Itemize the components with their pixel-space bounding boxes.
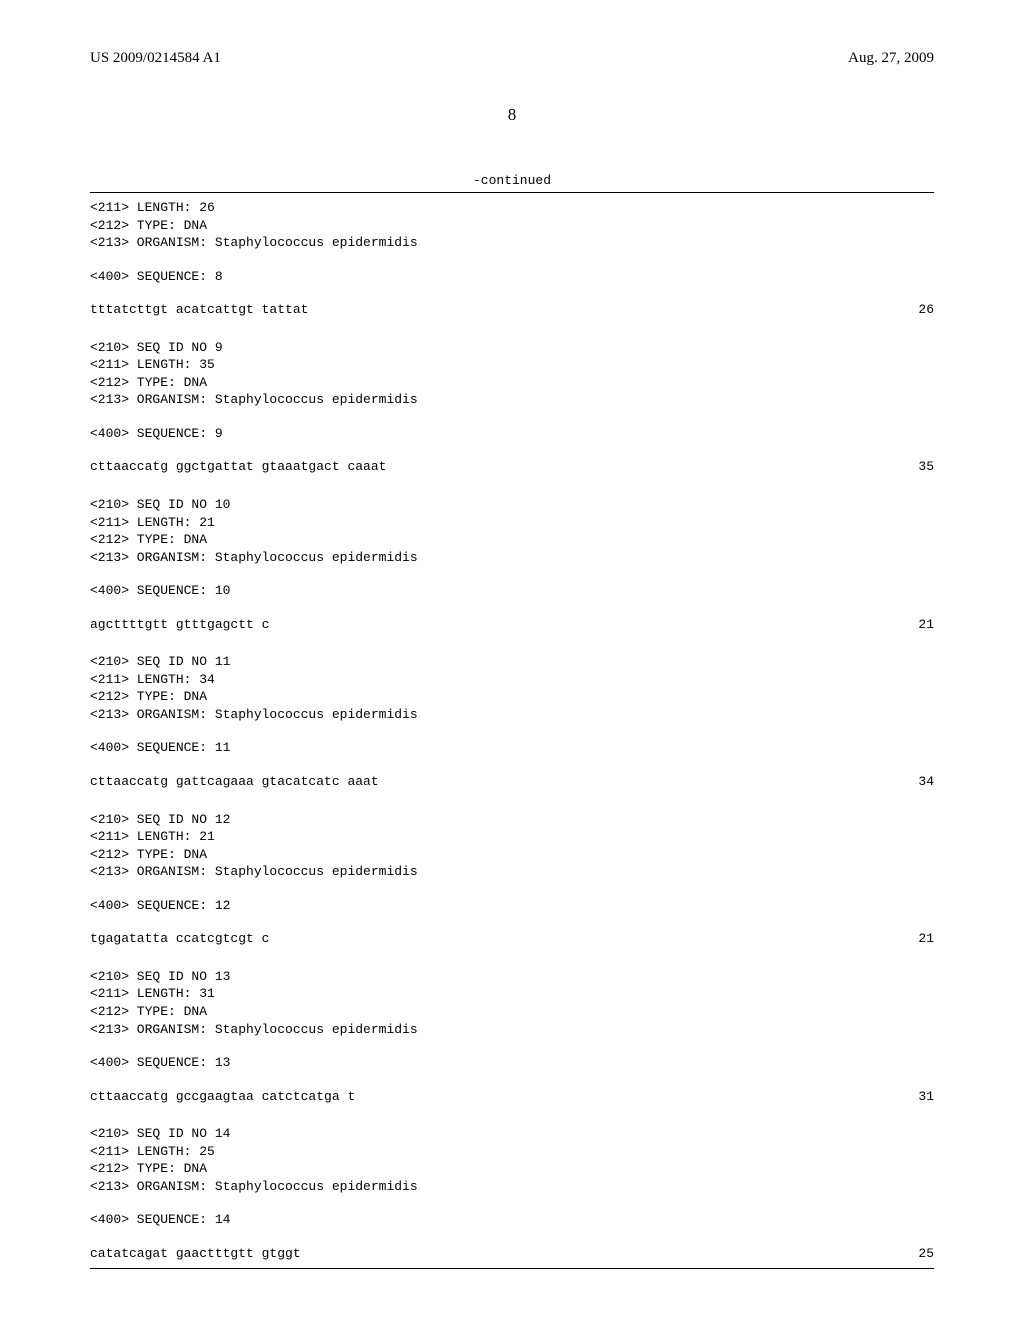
sequence-text: cttaaccatg ggctgattat gtaaatgact caaat	[90, 458, 386, 476]
publication-number: US 2009/0214584 A1	[90, 50, 221, 67]
sequence-length: 35	[918, 458, 934, 476]
sequence-row: cttaaccatg gccgaagtaa catctcatga t 31	[90, 1088, 934, 1106]
publication-date: Aug. 27, 2009	[848, 50, 934, 67]
sequence-length: 21	[918, 930, 934, 948]
sequence-meta-line: <212> TYPE: DNA	[90, 217, 934, 235]
sequence-length: 25	[918, 1245, 934, 1263]
sequence-meta-line: <211> LENGTH: 21	[90, 828, 934, 846]
sequence-listing: <211> LENGTH: 26<212> TYPE: DNA<213> ORG…	[90, 199, 934, 1262]
sequence-text: agcttttgtt gtttgagctt c	[90, 616, 269, 634]
sequence-row: cttaaccatg gattcagaaa gtacatcatc aaat 34	[90, 773, 934, 791]
sequence-meta-line: <213> ORGANISM: Staphylococcus epidermid…	[90, 863, 934, 881]
sequence-length: 21	[918, 616, 934, 634]
sequence-meta-line: <213> ORGANISM: Staphylococcus epidermid…	[90, 391, 934, 409]
sequence-meta-line: <211> LENGTH: 25	[90, 1143, 934, 1161]
sequence-meta-line: <213> ORGANISM: Staphylococcus epidermid…	[90, 706, 934, 724]
sequence-row: tttatcttgt acatcattgt tattat 26	[90, 301, 934, 319]
sequence-text: tttatcttgt acatcattgt tattat	[90, 301, 308, 319]
sequence-row: cttaaccatg ggctgattat gtaaatgact caaat 35	[90, 458, 934, 476]
sequence-meta-line: <212> TYPE: DNA	[90, 531, 934, 549]
sequence-meta-line: <212> TYPE: DNA	[90, 374, 934, 392]
sequence-meta-line: <211> LENGTH: 34	[90, 671, 934, 689]
sequence-row: agcttttgtt gtttgagctt c 21	[90, 616, 934, 634]
sequence-label: <400> SEQUENCE: 8	[90, 268, 934, 286]
sequence-meta-line: <213> ORGANISM: Staphylococcus epidermid…	[90, 1178, 934, 1196]
sequence-meta-line: <213> ORGANISM: Staphylococcus epidermid…	[90, 549, 934, 567]
sequence-label: <400> SEQUENCE: 14	[90, 1211, 934, 1229]
sequence-label: <400> SEQUENCE: 9	[90, 425, 934, 443]
sequence-meta-line: <212> TYPE: DNA	[90, 846, 934, 864]
sequence-text: catatcagat gaactttgtt gtggt	[90, 1245, 301, 1263]
sequence-row: tgagatatta ccatcgtcgt c 21	[90, 930, 934, 948]
sequence-length: 34	[918, 773, 934, 791]
sequence-entry: <210> SEQ ID NO 9<211> LENGTH: 35<212> T…	[90, 339, 934, 476]
page-container: US 2009/0214584 A1 Aug. 27, 2009 8 -cont…	[0, 0, 1024, 1320]
sequence-text: cttaaccatg gccgaagtaa catctcatga t	[90, 1088, 355, 1106]
sequence-meta-line: <211> LENGTH: 35	[90, 356, 934, 374]
sequence-meta-line: <210> SEQ ID NO 13	[90, 968, 934, 986]
sequence-meta-line: <210> SEQ ID NO 10	[90, 496, 934, 514]
top-rule	[90, 192, 934, 193]
sequence-meta-line: <213> ORGANISM: Staphylococcus epidermid…	[90, 234, 934, 252]
sequence-entry: <210> SEQ ID NO 11<211> LENGTH: 34<212> …	[90, 653, 934, 790]
sequence-entry: <211> LENGTH: 26<212> TYPE: DNA<213> ORG…	[90, 199, 934, 319]
sequence-meta-line: <212> TYPE: DNA	[90, 1160, 934, 1178]
sequence-label: <400> SEQUENCE: 13	[90, 1054, 934, 1072]
sequence-label: <400> SEQUENCE: 12	[90, 897, 934, 915]
sequence-entry: <210> SEQ ID NO 12<211> LENGTH: 21<212> …	[90, 811, 934, 948]
sequence-entry: <210> SEQ ID NO 14<211> LENGTH: 25<212> …	[90, 1125, 934, 1262]
sequence-label: <400> SEQUENCE: 11	[90, 739, 934, 757]
sequence-entry: <210> SEQ ID NO 13<211> LENGTH: 31<212> …	[90, 968, 934, 1105]
sequence-meta-line: <213> ORGANISM: Staphylococcus epidermid…	[90, 1021, 934, 1039]
sequence-text: cttaaccatg gattcagaaa gtacatcatc aaat	[90, 773, 379, 791]
page-number: 8	[90, 105, 934, 125]
sequence-meta-line: <211> LENGTH: 31	[90, 985, 934, 1003]
sequence-label: <400> SEQUENCE: 10	[90, 582, 934, 600]
sequence-row: catatcagat gaactttgtt gtggt 25	[90, 1245, 934, 1263]
sequence-length: 26	[918, 301, 934, 319]
sequence-meta-line: <212> TYPE: DNA	[90, 688, 934, 706]
sequence-meta-line: <211> LENGTH: 26	[90, 199, 934, 217]
continued-label: -continued	[90, 173, 934, 188]
sequence-length: 31	[918, 1088, 934, 1106]
page-header: US 2009/0214584 A1 Aug. 27, 2009	[90, 50, 934, 67]
sequence-meta-line: <210> SEQ ID NO 12	[90, 811, 934, 829]
sequence-meta-line: <212> TYPE: DNA	[90, 1003, 934, 1021]
bottom-rule	[90, 1268, 934, 1269]
sequence-meta-line: <210> SEQ ID NO 14	[90, 1125, 934, 1143]
sequence-meta-line: <210> SEQ ID NO 11	[90, 653, 934, 671]
sequence-meta-line: <211> LENGTH: 21	[90, 514, 934, 532]
sequence-entry: <210> SEQ ID NO 10<211> LENGTH: 21<212> …	[90, 496, 934, 633]
sequence-meta-line: <210> SEQ ID NO 9	[90, 339, 934, 357]
sequence-text: tgagatatta ccatcgtcgt c	[90, 930, 269, 948]
